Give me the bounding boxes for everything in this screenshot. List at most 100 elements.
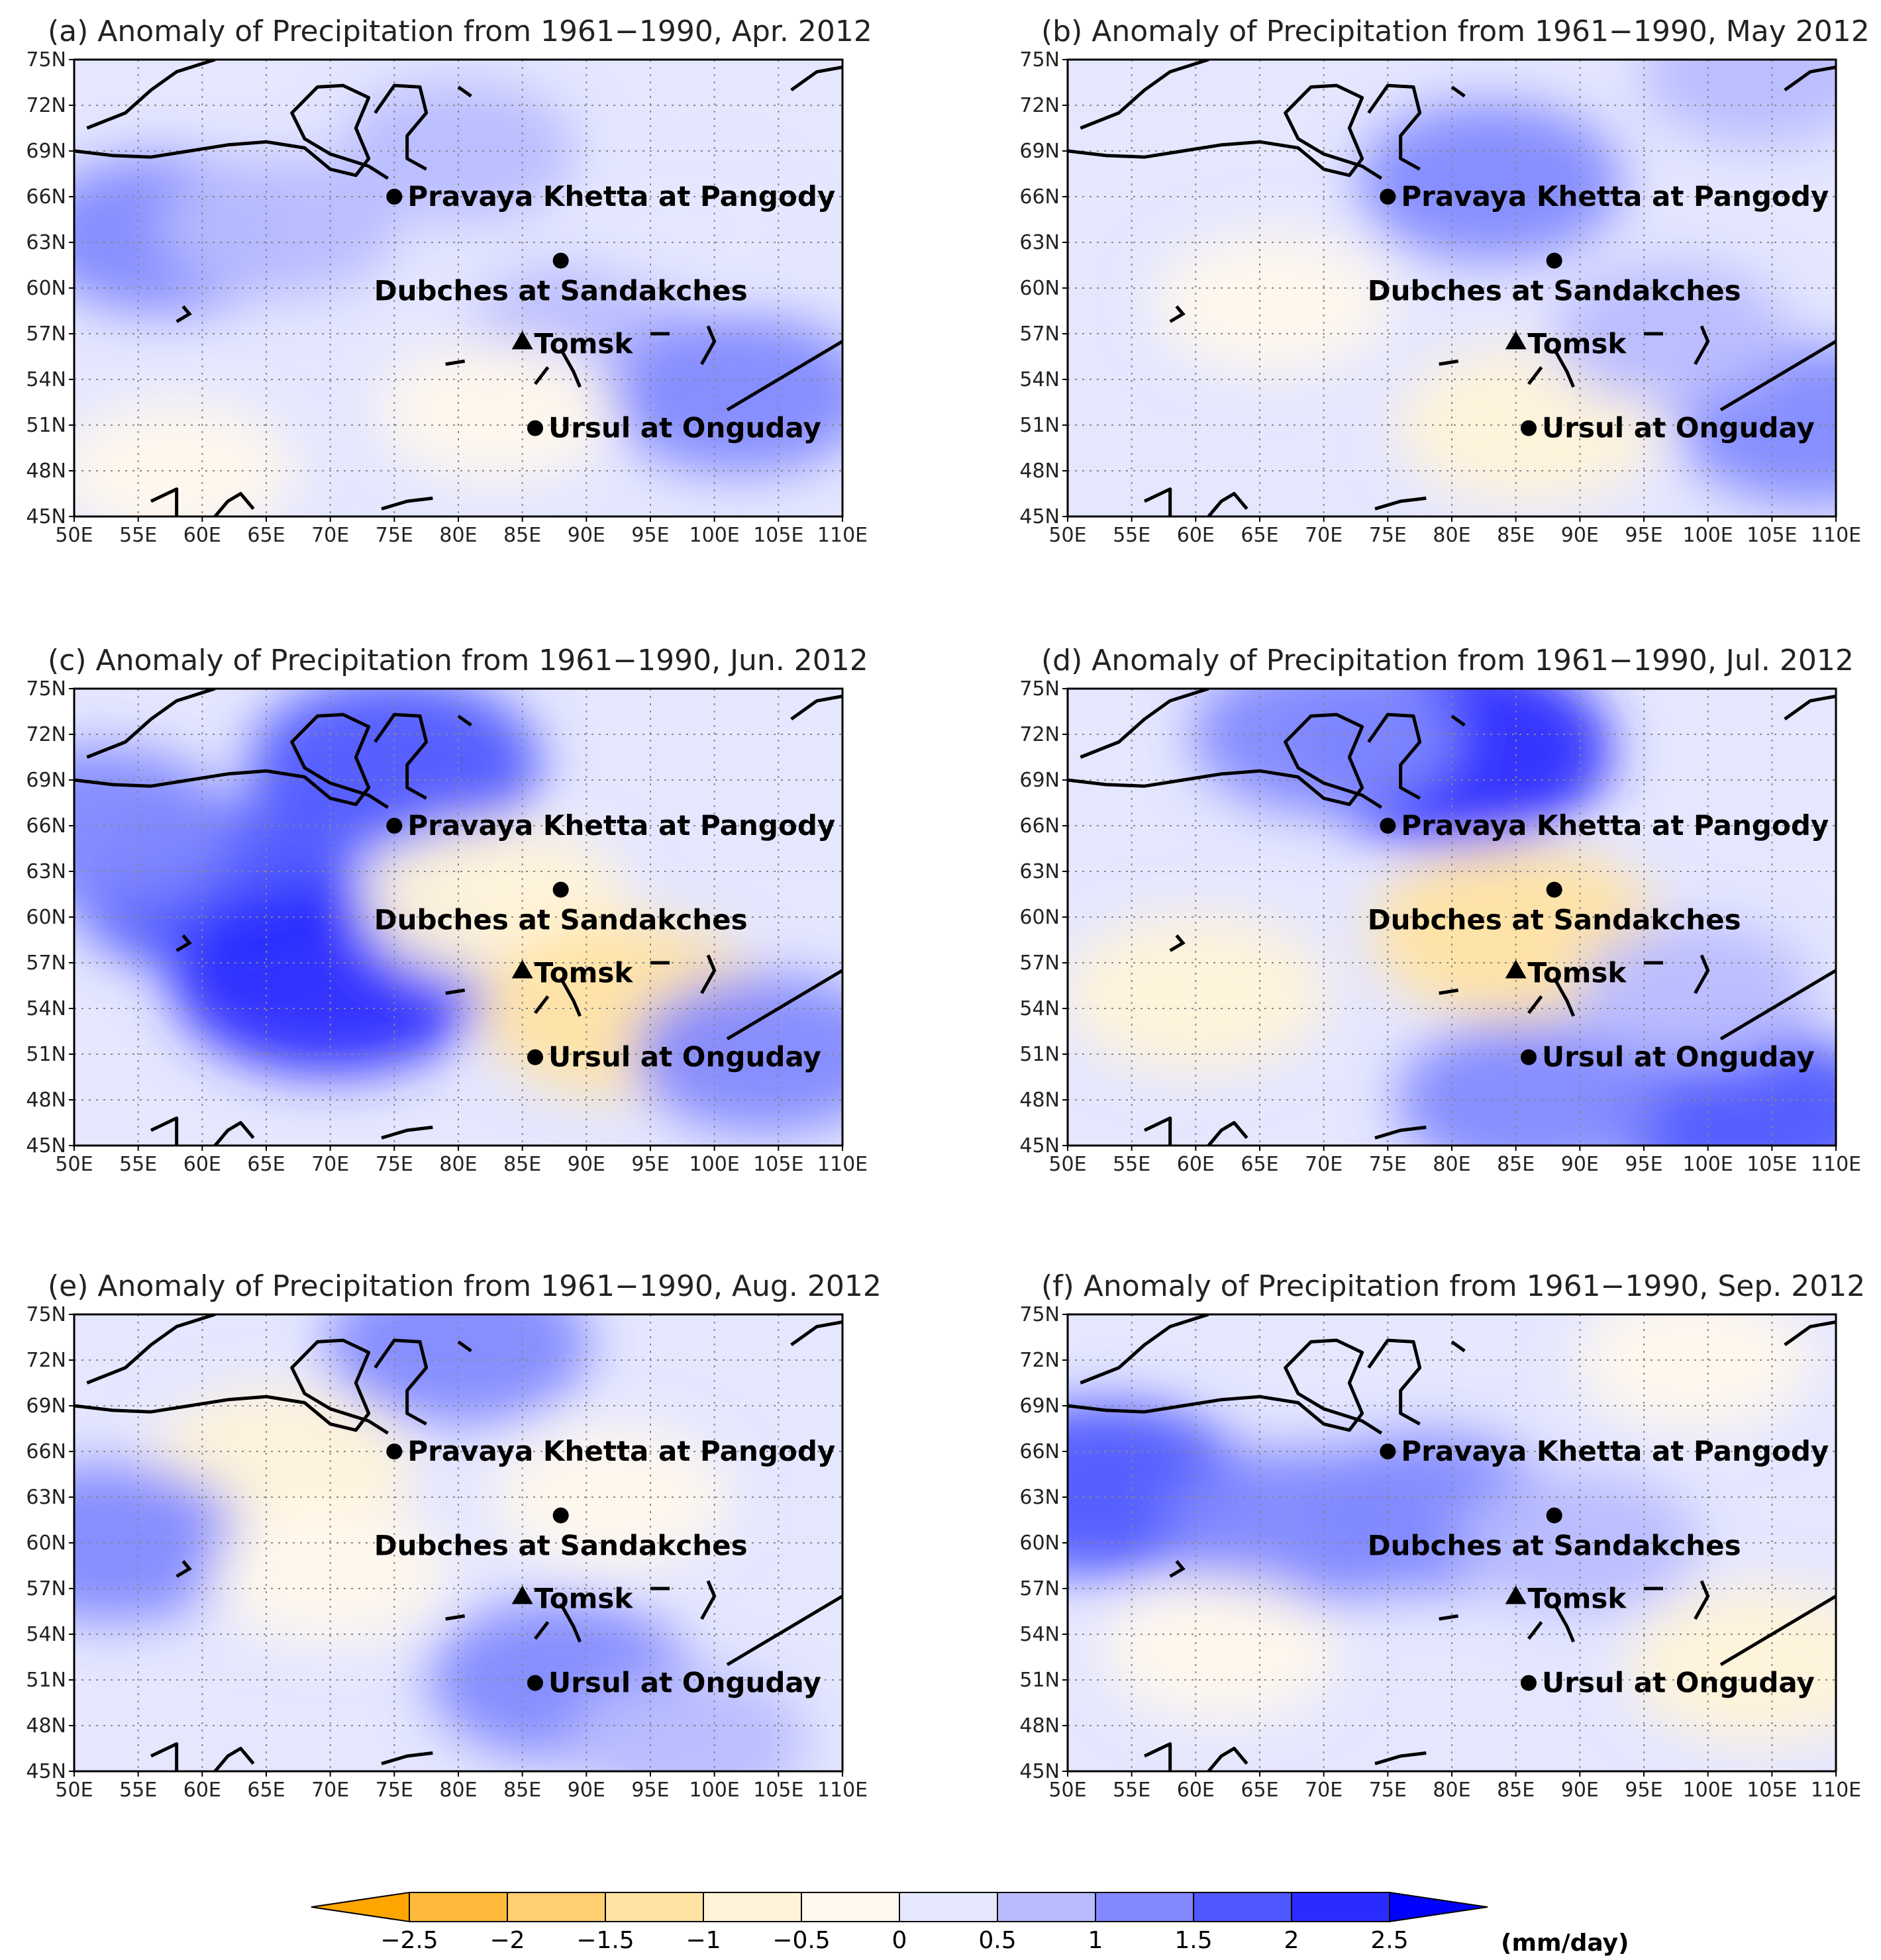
lake-outline bbox=[700, 325, 717, 366]
x-tick-label: 85E bbox=[503, 1153, 541, 1176]
coastline bbox=[1374, 1125, 1427, 1140]
coastline bbox=[1552, 977, 1575, 1017]
x-tick-label: 95E bbox=[1625, 1153, 1662, 1176]
y-tick-label: 75N bbox=[1019, 677, 1060, 701]
station-label: Ursul at Onguday bbox=[1542, 412, 1815, 444]
y-tick-label: 57N bbox=[26, 952, 66, 975]
station-marker bbox=[1546, 1507, 1562, 1524]
coastline bbox=[1527, 1621, 1543, 1640]
station-label: Dubches at Sandakches bbox=[1368, 1530, 1741, 1562]
station-label: Dubches at Sandakches bbox=[374, 275, 748, 307]
y-tick-label: 48N bbox=[1019, 460, 1060, 483]
lake-outline bbox=[1169, 1559, 1186, 1578]
x-tick-label: 70E bbox=[1305, 524, 1343, 547]
anomaly-region bbox=[1191, 689, 1456, 814]
coastline bbox=[1068, 1338, 1383, 1435]
station-label: Ursul at Onguday bbox=[1542, 1041, 1815, 1073]
coastline bbox=[790, 1320, 842, 1347]
x-tick-label: 85E bbox=[503, 524, 541, 547]
station-marker-triangle bbox=[1505, 959, 1527, 979]
y-tick-label: 63N bbox=[26, 231, 66, 254]
lake-outline bbox=[1169, 305, 1186, 323]
anomaly-region bbox=[74, 1463, 245, 1622]
coastline bbox=[457, 85, 472, 98]
colorbar-label: 2 bbox=[1284, 1927, 1299, 1954]
colorbar-segment bbox=[1291, 1892, 1390, 1922]
x-tick-label: 85E bbox=[503, 1779, 541, 1802]
coastline bbox=[381, 1125, 433, 1140]
y-tick-label: 54N bbox=[26, 997, 66, 1020]
colorbar-segment bbox=[801, 1892, 900, 1922]
map-panel: (d) Anomaly of Precipitation from 1961−1… bbox=[1019, 644, 1861, 1176]
x-tick-label: 90E bbox=[568, 1779, 605, 1802]
y-tick-label: 45N bbox=[1019, 505, 1060, 528]
y-tick-label: 51N bbox=[1019, 1043, 1060, 1066]
x-tick-label: 100E bbox=[689, 1779, 740, 1802]
y-tick-label: 48N bbox=[26, 1089, 66, 1112]
x-tick-label: 55E bbox=[119, 1153, 157, 1176]
colorbar-segment bbox=[1193, 1892, 1292, 1922]
x-tick-label: 65E bbox=[1241, 1153, 1278, 1176]
y-tick-label: 69N bbox=[1019, 769, 1060, 792]
anomaly-region bbox=[1627, 1585, 1836, 1744]
coastline bbox=[1143, 487, 1172, 516]
x-tick-label: 65E bbox=[1241, 1779, 1278, 1802]
coastline bbox=[150, 1742, 179, 1771]
y-tick-label: 48N bbox=[1019, 1714, 1060, 1738]
x-tick-label: 80E bbox=[1433, 1779, 1470, 1802]
x-tick-label: 95E bbox=[631, 524, 669, 547]
y-tick-label: 66N bbox=[26, 1440, 66, 1463]
x-tick-label: 80E bbox=[1433, 1153, 1470, 1176]
coastline bbox=[374, 712, 429, 800]
x-tick-label: 75E bbox=[1369, 1779, 1407, 1802]
x-tick-label: 65E bbox=[247, 1779, 285, 1802]
y-tick-label: 48N bbox=[1019, 1089, 1060, 1112]
coastline bbox=[445, 988, 466, 995]
coastline bbox=[1719, 969, 1836, 1041]
x-tick-label: 80E bbox=[439, 1153, 477, 1176]
anomaly-region bbox=[160, 156, 399, 299]
x-tick-label: 80E bbox=[1433, 524, 1470, 547]
y-tick-label: 45N bbox=[1019, 1760, 1060, 1783]
colorbar-label: −2 bbox=[489, 1927, 525, 1954]
coastline bbox=[1068, 83, 1383, 180]
coastline bbox=[1207, 1747, 1248, 1771]
station-marker-triangle bbox=[511, 1585, 533, 1604]
x-tick-label: 75E bbox=[1369, 524, 1407, 547]
station-label: Ursul at Onguday bbox=[548, 1041, 821, 1073]
x-tick-label: 105E bbox=[753, 524, 803, 547]
y-tick-label: 48N bbox=[26, 460, 66, 483]
y-tick-label: 57N bbox=[26, 1577, 66, 1600]
coastline bbox=[74, 712, 389, 809]
station-marker bbox=[1546, 252, 1562, 269]
coastline bbox=[534, 995, 550, 1014]
lake-outline bbox=[700, 954, 717, 995]
station-marker bbox=[527, 1675, 543, 1691]
colorbar-segment bbox=[703, 1892, 802, 1922]
anomaly-region bbox=[1460, 1471, 1700, 1614]
y-tick-label: 57N bbox=[1019, 952, 1060, 975]
x-tick-label: 70E bbox=[311, 1153, 349, 1176]
coastline bbox=[790, 66, 842, 92]
station-marker bbox=[386, 1444, 403, 1459]
anomaly-region bbox=[570, 1669, 808, 1771]
map-panel: (f) Anomaly of Precipitation from 1961−1… bbox=[1019, 1269, 1865, 1802]
x-tick-label: 95E bbox=[631, 1779, 669, 1802]
lake-outline bbox=[176, 934, 192, 952]
lake-outline bbox=[1694, 325, 1710, 366]
colorbar-label: −1 bbox=[686, 1927, 721, 1954]
station-marker bbox=[386, 818, 403, 834]
coastline bbox=[1367, 712, 1422, 800]
station-marker bbox=[527, 1049, 543, 1065]
colorbar-segment bbox=[605, 1892, 704, 1922]
y-tick-label: 66N bbox=[26, 814, 66, 838]
colorbar-label: 0.5 bbox=[978, 1927, 1016, 1954]
anomaly-region bbox=[211, 1502, 450, 1645]
station-label: Dubches at Sandakches bbox=[374, 1530, 748, 1562]
station-label: Ursul at Onguday bbox=[548, 412, 821, 444]
anomaly-region bbox=[1102, 1578, 1341, 1721]
x-tick-label: 75E bbox=[376, 524, 413, 547]
x-tick-label: 90E bbox=[568, 524, 605, 547]
station-label: Pravaya Khetta at Pangody bbox=[407, 809, 835, 842]
colorbar-segment bbox=[1389, 1891, 1488, 1923]
